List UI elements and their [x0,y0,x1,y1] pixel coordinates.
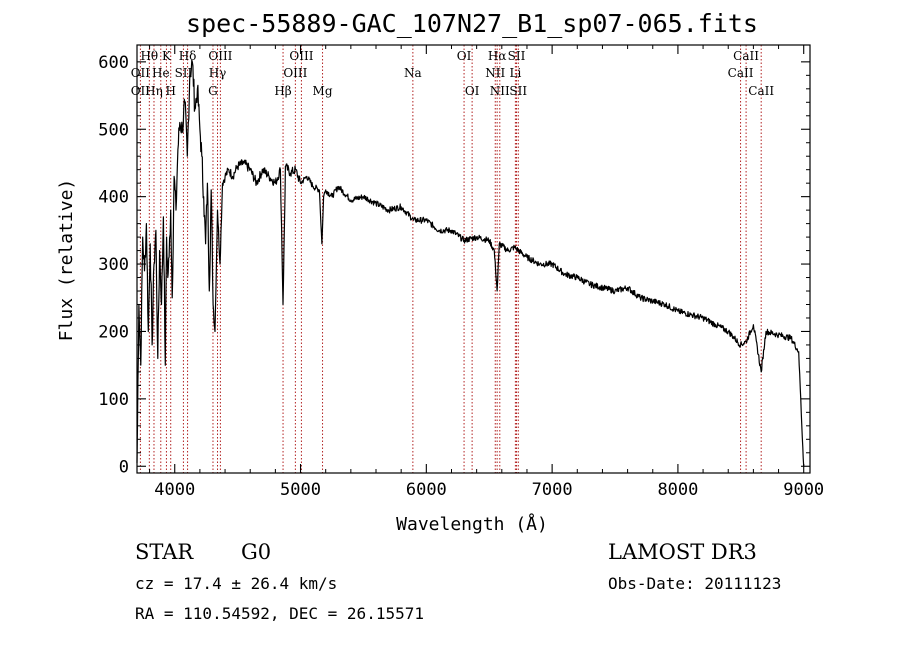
observation-date: Obs-Date: 20111123 [608,574,781,593]
line-marker-label: OI [465,84,480,98]
y-axis-ticks: 0 100 200 300 400 500 600 [98,53,810,477]
plot-frame [136,44,811,474]
x-tick-label: 8000 [657,480,698,500]
y-tick-label: 100 [98,390,129,410]
line-marker-label: Hη [145,84,163,98]
spectrum-line [136,59,805,467]
line-marker-label: He [152,66,170,80]
redshift-cz: cz = 17.4 ± 26.4 km/s [135,574,337,593]
y-tick-label: 400 [98,188,129,208]
x-tick-label: 9000 [783,480,824,500]
line-marker-label: NII [485,66,505,80]
line-marker-label: Na [404,66,422,80]
line-marker-label: OII [131,84,151,98]
x-tick-label: 5000 [280,480,321,500]
survey-name: LAMOST DR3 [608,540,757,564]
y-axis-label: Flux (relative) [56,179,77,342]
line-marker-label: Hθ [140,49,158,63]
x-axis-label: Wavelength (Å) [396,513,548,535]
chart-title: spec-55889-GAC_107N27_B1_sp07-065.fits [186,9,758,38]
object-class: STAR [135,540,194,564]
line-marker-label: OI [457,49,472,63]
line-marker-label: OIII [289,49,313,63]
y-tick-label: 500 [98,120,129,140]
x-tick-label: 7000 [532,480,573,500]
coordinates: RA = 110.54592, DEC = 26.15571 [135,604,424,623]
line-marker-label: OIII [283,66,307,80]
y-tick-label: 0 [119,457,129,477]
line-marker-label: Hβ [274,84,291,98]
x-axis-ticks: 4000 5000 6000 7000 8000 9000 [149,45,824,500]
line-marker-label: NII [490,84,510,98]
line-marker-label: G [208,84,218,98]
line-marker-label: CaII [733,49,759,63]
y-tick-label: 300 [98,255,129,275]
line-marker-label: Hδ [179,49,197,63]
line-marker-label: CaII [748,84,774,98]
line-marker-label: Hγ [209,66,227,80]
line-marker-label: K [162,49,172,63]
line-marker-label: OII [131,66,151,80]
line-marker-label: Mg [313,84,333,98]
object-subclass: G0 [241,540,271,564]
y-tick-label: 200 [98,322,129,342]
line-marker-label: SII [509,84,527,98]
line-marker-label: OIII [208,49,232,63]
line-marker-label: Hα [488,49,507,63]
line-marker-label: CaII [728,66,754,80]
line-marker-label: SII [508,49,526,63]
x-tick-label: 6000 [406,480,447,500]
line-marker-label: Li [509,66,521,80]
x-tick-label: 4000 [154,480,195,500]
y-tick-label: 600 [98,53,129,73]
line-marker-label: H [165,84,175,98]
line-marker-label: SII [175,66,193,80]
